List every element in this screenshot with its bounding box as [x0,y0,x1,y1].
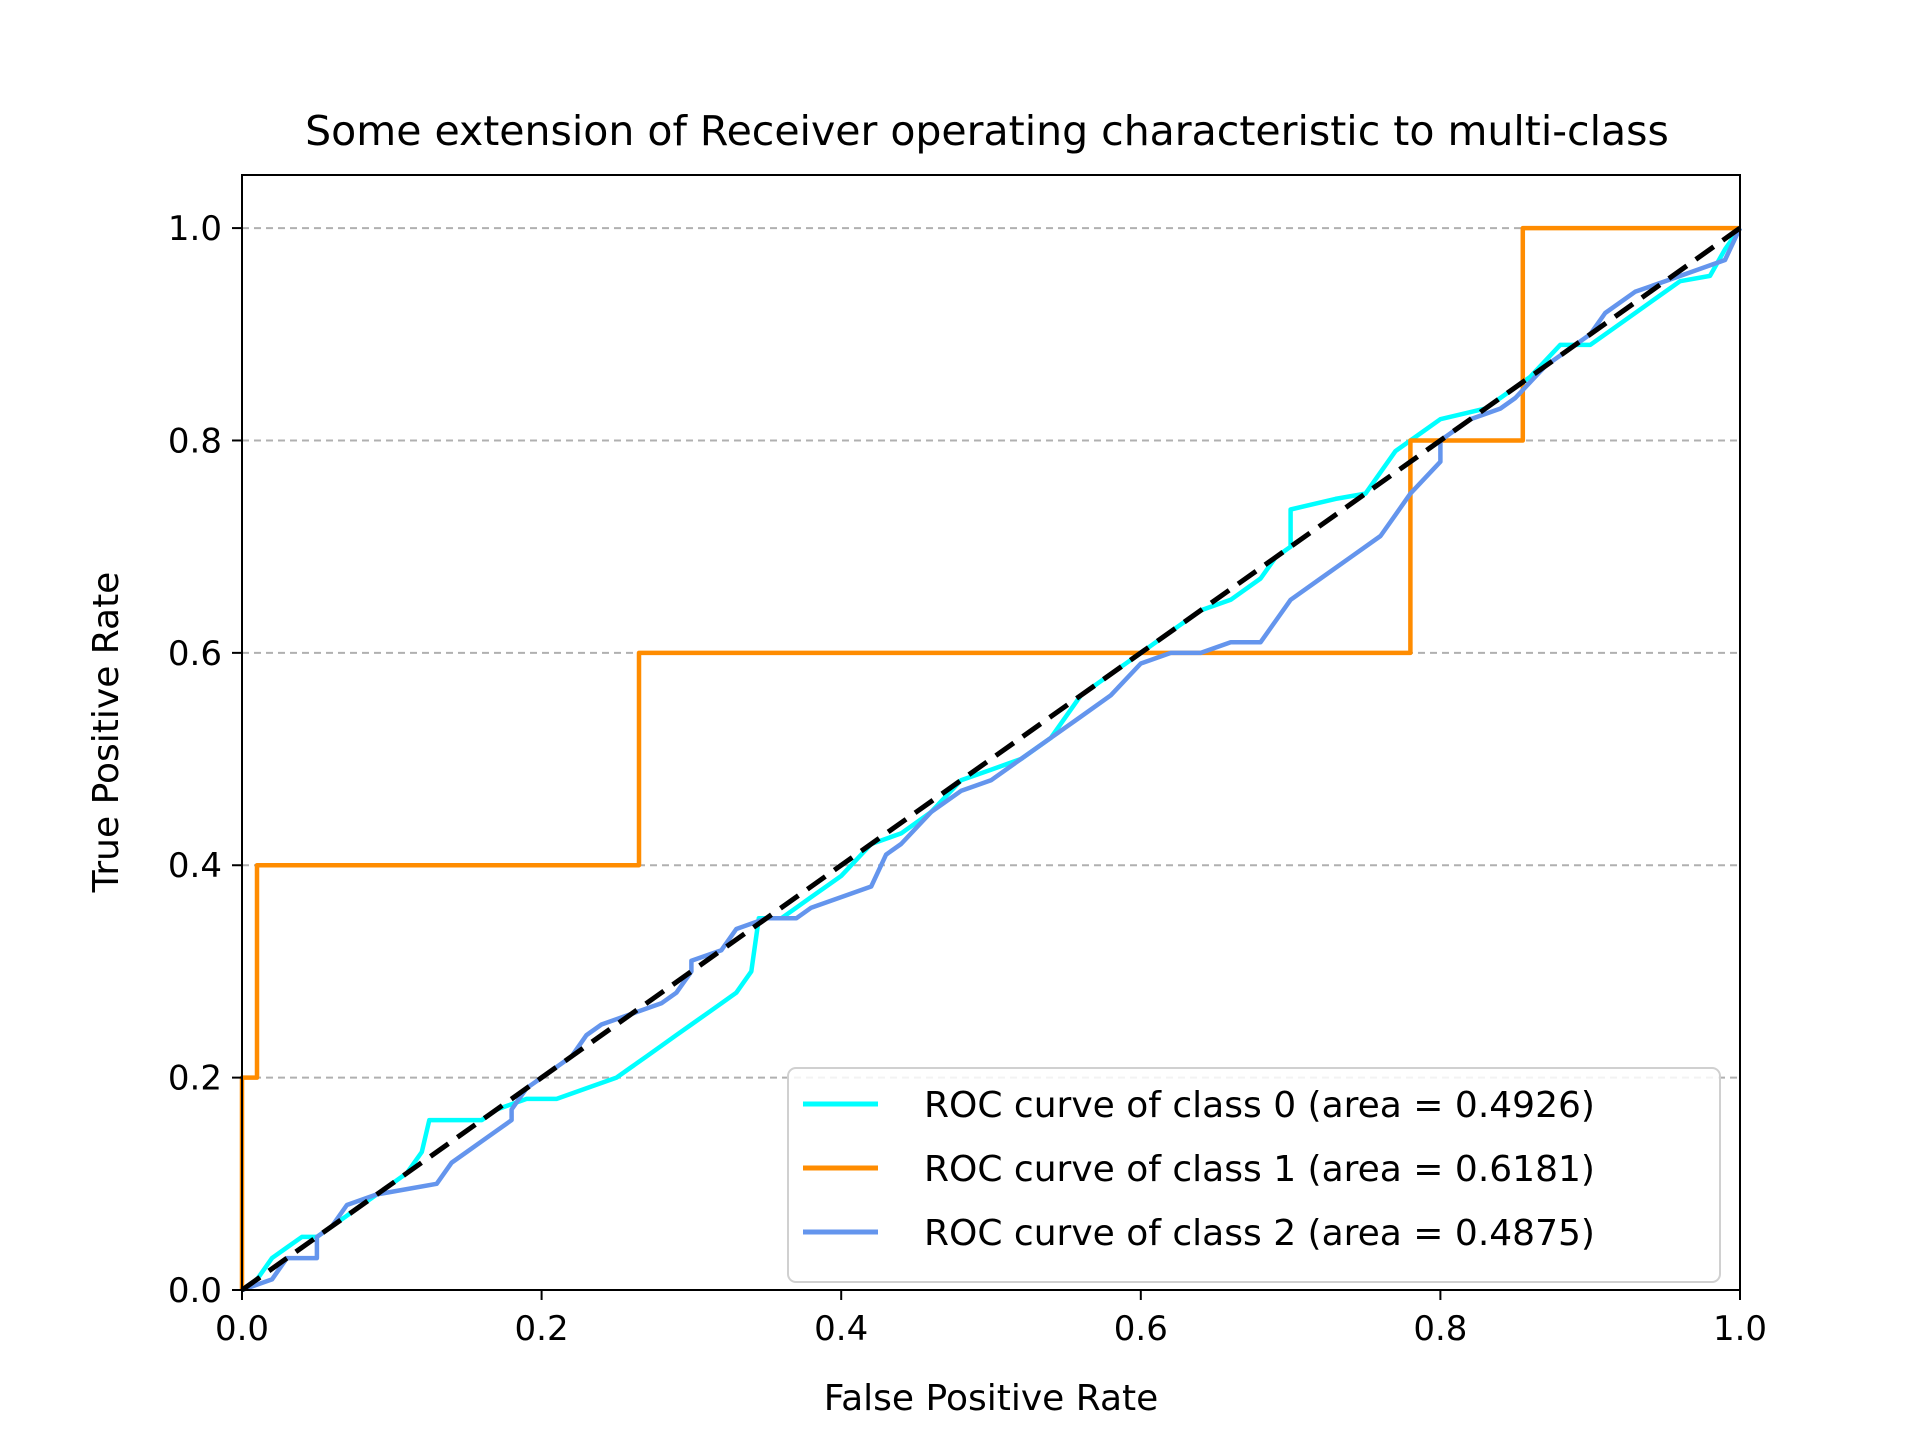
y-tick-label-2: 0.4 [168,846,222,886]
legend-label-2: ROC curve of class 2 (area = 0.4875) [924,1213,1595,1254]
x-tick-label-5: 1.0 [1713,1309,1767,1349]
x-axis-label: False Positive Rate [824,1378,1159,1419]
series-line-class-1 [239,225,1740,1290]
x-tick-label-0: 0.0 [215,1309,269,1349]
plot-frame [241,174,1741,1291]
y-tick-label-4: 0.8 [168,421,222,461]
x-tick-label-2: 0.4 [814,1309,868,1349]
legend-label-1: ROC curve of class 1 (area = 0.6181) [924,1149,1595,1190]
y-tick-label-0: 0.0 [168,1271,222,1311]
x-tick-label-4: 0.8 [1413,1309,1467,1349]
legend: ROC curve of class 0 (area = 0.4926) ROC … [787,1067,1721,1283]
x-tick-label-1: 0.2 [515,1309,569,1349]
axis-ticks: 0.0 0.2 0.4 0.6 0.8 1.0 0.0 0.2 0.4 0.6 0.8 1.0 [168,209,1767,1349]
y-tick-label-5: 1.0 [168,209,222,249]
chance-diagonal-line [240,226,1742,1293]
x-tick-label-3: 0.6 [1114,1309,1168,1349]
series-group [239,225,1743,1293]
chart-title: Some extension of Receiver operating cha… [305,107,1669,155]
y-tick-label-1: 0.2 [168,1059,222,1099]
y-tick-label-3: 0.6 [168,634,222,674]
y-axis-label: True Positive Rate [86,572,127,894]
legend-box [787,1067,1721,1283]
legend-label-0: ROC curve of class 0 (area = 0.4926) [924,1085,1595,1126]
